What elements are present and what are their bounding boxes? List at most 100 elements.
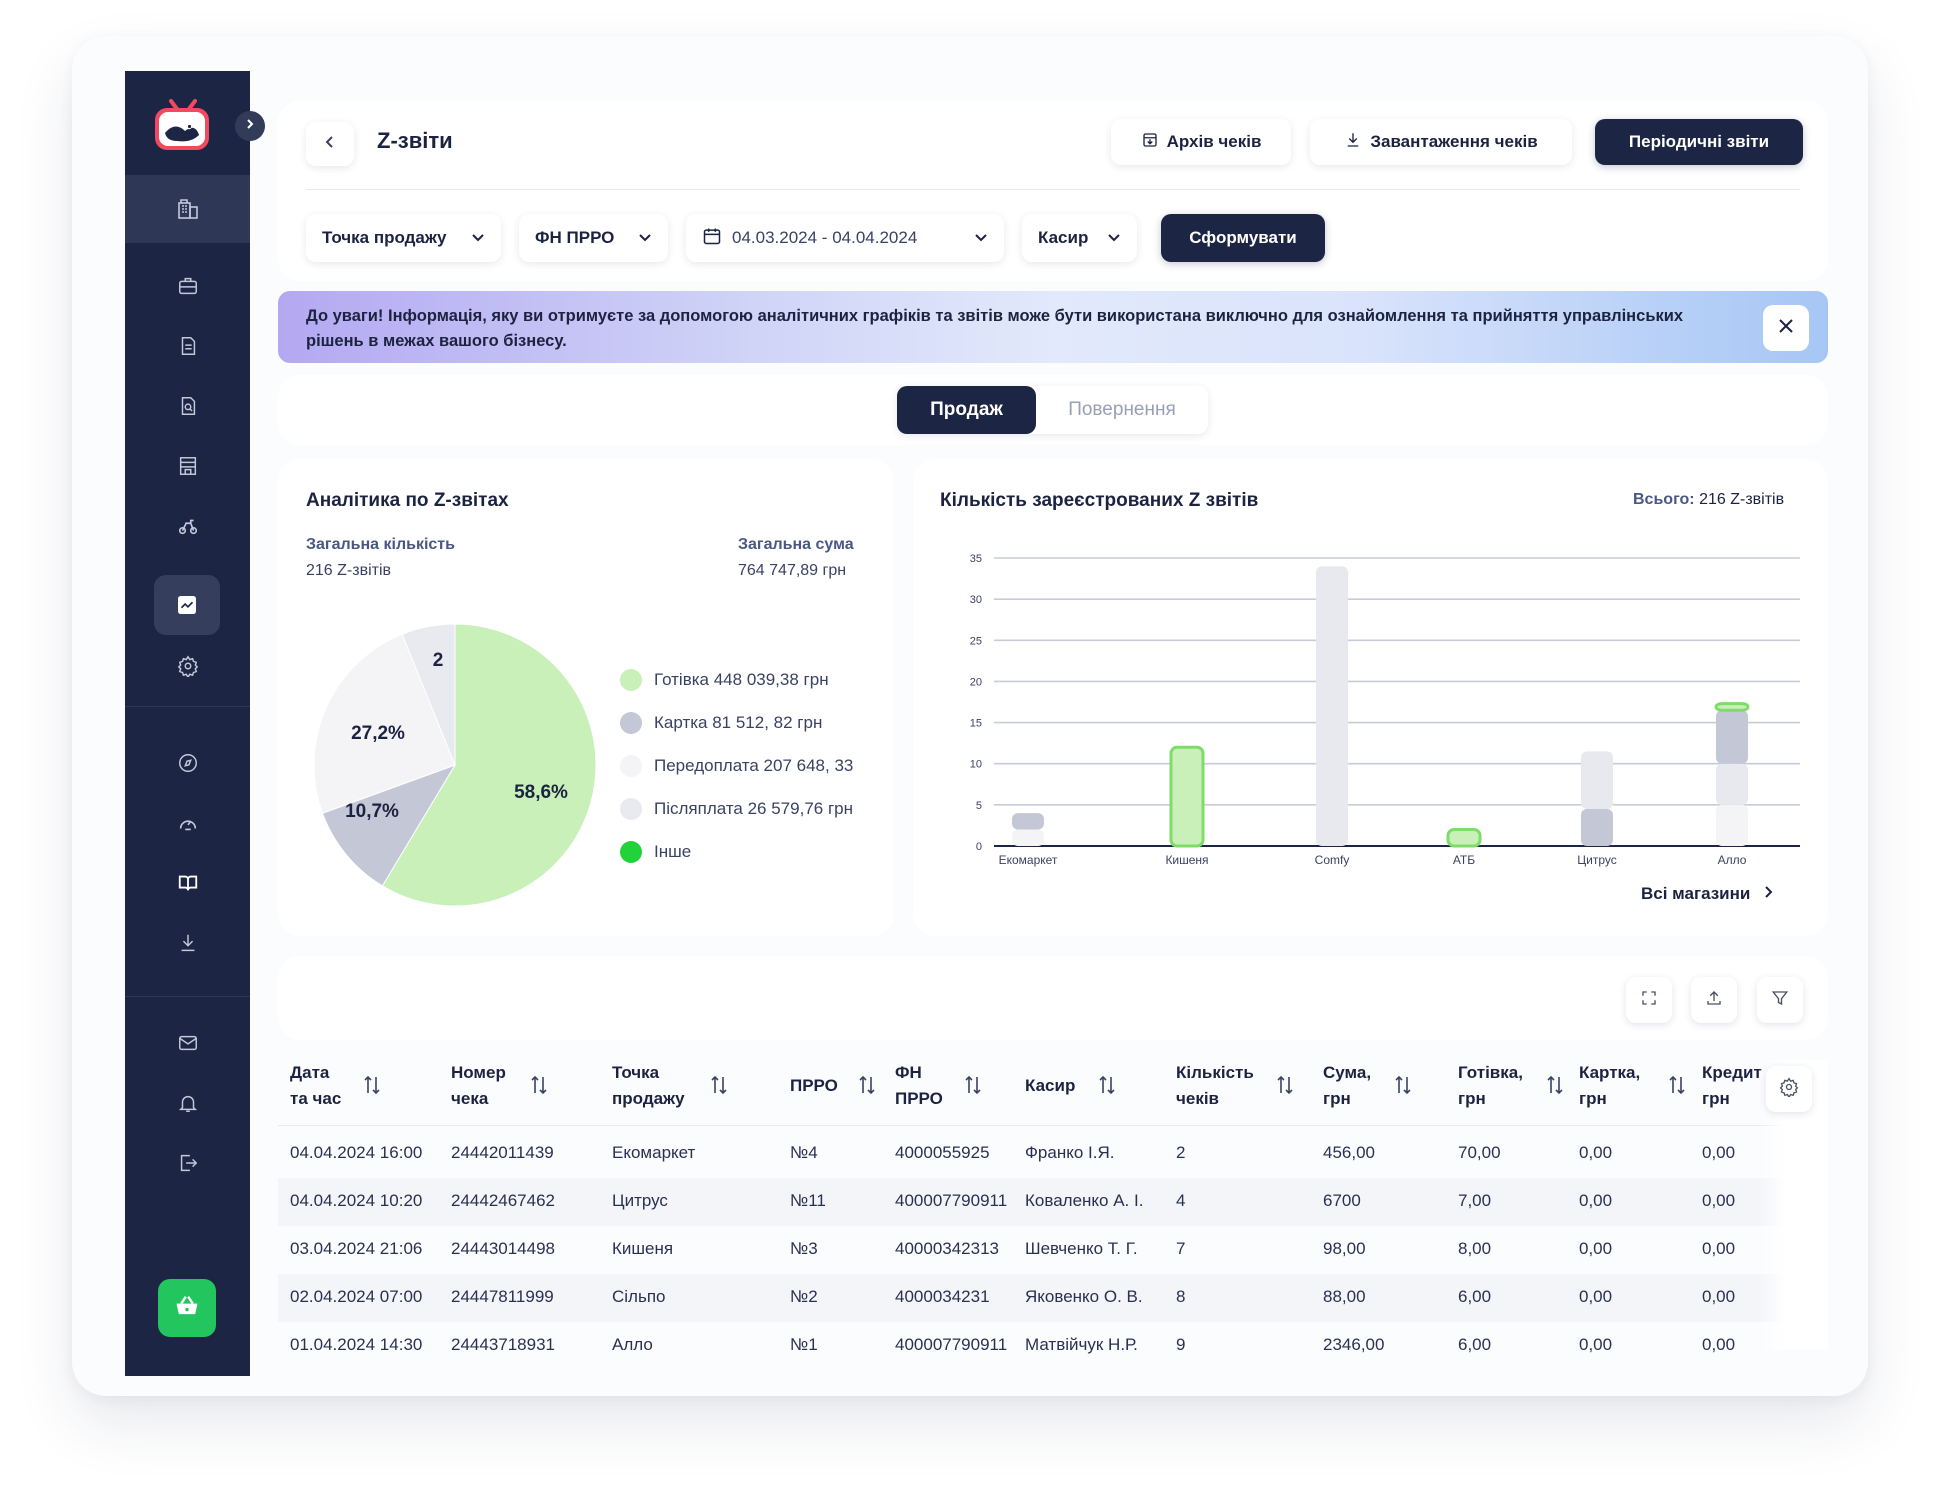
column-header-label: Дата [290, 1063, 330, 1082]
y-tick-label: 35 [970, 553, 982, 565]
column-settings-button[interactable] [1766, 1066, 1812, 1112]
chevron-down-icon [471, 228, 485, 248]
x-tick-label: Алло [1718, 853, 1747, 867]
download-receipts-button[interactable]: Завантаження чеків [1310, 119, 1572, 165]
table-cell: Кишеня [612, 1239, 674, 1258]
table-cell: 04.04.2024 10:20 [290, 1191, 423, 1210]
cashier-label: Касир [1038, 228, 1089, 247]
sort-arrows-icon[interactable] [964, 1074, 982, 1101]
table-cell: 40000342313 [895, 1239, 1000, 1258]
table-cell: 0,00 [1579, 1239, 1613, 1258]
column-header[interactable]: Сума, грн [1323, 1060, 1371, 1112]
all-stores-label: Всі магазини [1641, 884, 1751, 903]
sort-arrows-icon[interactable] [710, 1074, 728, 1101]
export-button[interactable] [1691, 977, 1737, 1023]
column-header-label: Точка [612, 1063, 660, 1082]
column-header[interactable]: Кількість чеків [1176, 1060, 1254, 1112]
receipt-archive-button[interactable]: Архів чеків [1111, 119, 1291, 165]
column-header[interactable]: ФН ПРРО [895, 1060, 943, 1112]
column-header[interactable]: Готівка, грн [1458, 1060, 1523, 1112]
sort-arrows-icon[interactable] [363, 1074, 381, 1101]
basket-icon [173, 1292, 201, 1325]
date-range-picker[interactable]: 04.03.2024 - 04.04.2024 [686, 214, 1004, 262]
shop-basket-button[interactable] [158, 1279, 216, 1337]
building-icon [176, 197, 200, 221]
column-header[interactable]: Номер чека [451, 1060, 506, 1112]
column-header-label: Картка, [1579, 1063, 1641, 1082]
table-cell: Алло [612, 1335, 653, 1354]
sidebar-item-navigator[interactable] [125, 733, 250, 793]
all-stores-link[interactable]: Всі магазини [1641, 884, 1773, 904]
sidebar-item-dashboard[interactable] [125, 793, 250, 853]
legend-swatch [620, 669, 642, 691]
sidebar-item-settings[interactable] [125, 636, 250, 696]
table-row[interactable] [278, 1274, 1828, 1322]
table-cell: 98,00 [1323, 1239, 1366, 1258]
sidebar-item-search-docs[interactable] [125, 376, 250, 436]
fn-prro-select[interactable]: ФН ПРРО [519, 214, 668, 262]
sidebar-item-messages[interactable] [125, 1013, 250, 1073]
sidebar-item-stores[interactable] [125, 436, 250, 496]
sort-arrows-icon[interactable] [1394, 1074, 1412, 1101]
chevron-down-icon [1107, 228, 1121, 248]
column-header[interactable]: Картка, грн [1579, 1060, 1640, 1112]
total-count-label: Загальна кількість [306, 536, 455, 553]
pie-slice-card [321, 764, 457, 887]
table-row[interactable] [278, 1178, 1828, 1226]
column-header-label: Сума, [1323, 1063, 1372, 1082]
column-header[interactable]: Кредит грн [1702, 1060, 1762, 1112]
sort-arrows-icon[interactable] [530, 1074, 548, 1101]
table-cell: 2 [1176, 1143, 1186, 1162]
sidebar-divider [125, 706, 250, 707]
legend-item: Передоплата 207 648, 33 [620, 755, 853, 777]
chevron-down-icon [638, 228, 652, 248]
sort-arrows-icon[interactable] [858, 1074, 876, 1101]
sidebar-item-knowledge[interactable] [125, 853, 250, 913]
sidebar-item-logout[interactable] [125, 1133, 250, 1193]
generate-report-button[interactable]: Сформувати [1161, 214, 1325, 262]
legend-swatch [620, 712, 642, 734]
table-cell: Франко І.Я. [1025, 1143, 1115, 1162]
column-header[interactable]: ПРРО [790, 1073, 838, 1099]
sidebar-item-delivery[interactable] [125, 496, 250, 556]
column-header[interactable]: Касир [1025, 1073, 1075, 1099]
table-cell: 8 [1176, 1287, 1186, 1306]
sort-arrows-icon[interactable] [1546, 1074, 1564, 1101]
fullscreen-button[interactable] [1626, 977, 1672, 1023]
expand-icon [1640, 989, 1658, 1012]
sidebar-item-analytics[interactable] [154, 575, 220, 635]
column-header-label: та час [290, 1089, 342, 1108]
table-cell: 9 [1176, 1335, 1186, 1354]
column-header-label: грн [1702, 1089, 1730, 1108]
sort-arrows-icon[interactable] [1668, 1074, 1686, 1101]
y-tick-label: 0 [976, 841, 982, 853]
table-cell: №11 [790, 1191, 826, 1210]
sort-arrows-icon[interactable] [1276, 1074, 1294, 1101]
table-cell: Матвійчук Н.Р. [1025, 1335, 1138, 1354]
banner-close-button[interactable] [1763, 305, 1809, 351]
table-cell: 0,00 [1579, 1191, 1613, 1210]
app-logo[interactable] [151, 97, 215, 153]
back-button[interactable] [306, 122, 354, 166]
column-header[interactable]: Точка продажу [612, 1060, 685, 1112]
column-header[interactable]: Дата та час [290, 1060, 341, 1112]
cashier-select[interactable]: Касир [1022, 214, 1137, 262]
filter-button[interactable] [1757, 977, 1803, 1023]
bar-segment [1581, 751, 1613, 809]
pie-slice-label: 27,2% [351, 723, 405, 744]
bar-segment [1716, 710, 1748, 764]
sidebar-item-business[interactable] [125, 256, 250, 316]
table-cell: №2 [790, 1287, 818, 1306]
sidebar-item-notifications[interactable] [125, 1073, 250, 1133]
sidebar-collapse-button[interactable] [235, 111, 265, 141]
sidebar-item-documents[interactable] [125, 316, 250, 376]
sidebar-item-downloads[interactable] [125, 913, 250, 973]
point-of-sale-select[interactable]: Точка продажу [306, 214, 501, 262]
storefront-icon [177, 455, 199, 477]
tab-returns[interactable]: Повернення [1068, 399, 1176, 420]
tab-sales[interactable]: Продаж [897, 386, 1036, 434]
periodic-reports-button[interactable]: Періодичні звіти [1595, 119, 1803, 165]
sidebar-item-reports[interactable] [125, 175, 250, 243]
logout-icon [177, 1152, 199, 1174]
sort-arrows-icon[interactable] [1098, 1074, 1116, 1101]
